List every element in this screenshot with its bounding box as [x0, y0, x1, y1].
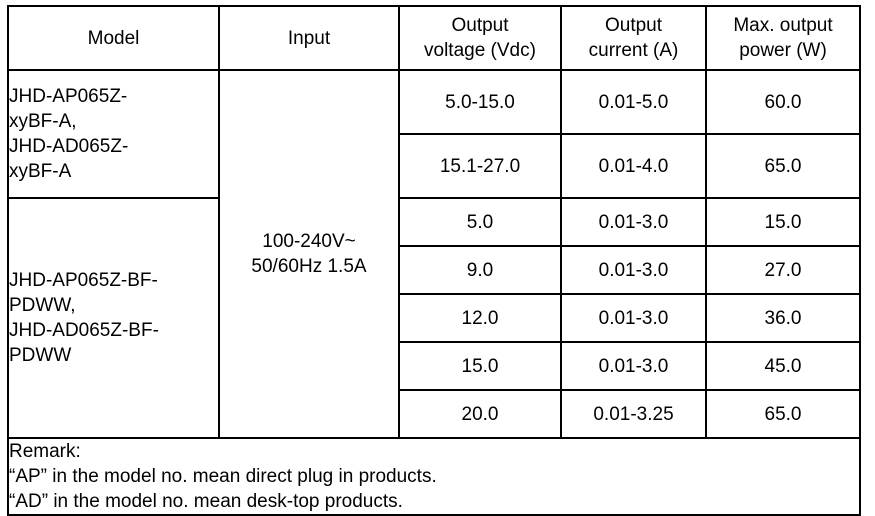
input-line: 50/60Hz 1.5A: [251, 256, 367, 277]
model-line: xyBF-A: [9, 161, 72, 182]
column-header-input-line1: Input: [287, 27, 331, 49]
remark-line-ad: “AD” in the model no. mean desk-top prod…: [9, 491, 403, 512]
cell-output-current: 0.01-3.0: [560, 293, 707, 343]
remark-cell: Remark: “AP” in the model no. mean direc…: [7, 437, 861, 516]
column-header-model-line1: Model: [87, 27, 140, 49]
cell-max-output-power: 15.0: [705, 197, 861, 247]
cell-output-current: 0.01-3.0: [560, 197, 707, 247]
model-line: PDWW: [9, 345, 72, 366]
model-cell-group-1: JHD-AP065Z- xyBF-A, JHD-AD065Z- xyBF-A: [7, 69, 220, 199]
cell-max-output-power: 60.0: [705, 69, 861, 135]
table-row: 20.0 0.01-3.25 65.0: [8, 389, 861, 439]
table-row: 15.0 0.01-3.0 45.0: [8, 341, 861, 391]
page-root: Model Input Output voltage (Vdc) Output …: [7, 5, 861, 516]
table-row: JHD-AP065Z- xyBF-A, JHD-AD065Z- xyBF-A 1…: [7, 69, 861, 439]
column-header-output-current: Output current (A): [560, 5, 707, 71]
cell-output-voltage: 20.0: [398, 389, 562, 439]
cell-max-output-power: 65.0: [705, 133, 861, 199]
cell-output-voltage: 12.0: [398, 293, 562, 343]
cell-output-voltage: 15.1-27.0: [398, 133, 562, 199]
column-header-model: Model: [7, 5, 220, 71]
column-header-max-output-power: Max. output power (W): [705, 5, 861, 71]
table-row: 12.0 0.01-3.0 36.0: [8, 293, 861, 343]
cell-output-voltage: 5.0: [398, 197, 562, 247]
cell-output-current: 0.01-3.25: [560, 389, 707, 439]
table-body: JHD-AP065Z- xyBF-A, JHD-AD065Z- xyBF-A 1…: [7, 69, 861, 516]
model-line: JHD-AP065Z-: [9, 86, 128, 107]
model-line: PDWW,: [9, 295, 76, 316]
cell-max-output-power: 36.0: [705, 293, 861, 343]
specification-table: Model Input Output voltage (Vdc) Output …: [7, 5, 861, 516]
model-line: xyBF-A,: [9, 111, 77, 132]
header-row: Model Input Output voltage (Vdc) Output …: [7, 5, 861, 71]
table-row: JHD-AP065Z-BF- PDWW, JHD-AD065Z-BF- PDWW…: [7, 197, 861, 439]
table-row: 9.0 0.01-3.0 27.0: [8, 245, 861, 295]
model-line: JHD-AD065Z-: [9, 136, 129, 157]
remark-row: Remark: “AP” in the model no. mean direc…: [7, 437, 861, 516]
column-header-max-output-power-line1: Max. output: [733, 15, 833, 36]
column-header-input: Input: [218, 5, 400, 71]
input-cell: 100-240V~ 50/60Hz 1.5A: [218, 69, 400, 439]
cell-max-output-power: 27.0: [705, 245, 861, 295]
column-header-output-current-line1: Output: [604, 15, 663, 36]
cell-max-output-power: 65.0: [705, 389, 861, 439]
cell-output-current: 0.01-3.0: [560, 245, 707, 295]
model-line: JHD-AP065Z-BF-: [9, 270, 158, 291]
cell-output-voltage: 9.0: [398, 245, 562, 295]
input-line: 100-240V~: [262, 231, 356, 252]
cell-max-output-power: 45.0: [705, 341, 861, 391]
cell-output-current: 0.01-4.0: [560, 133, 707, 199]
remark-line-ap: “AP” in the model no. mean direct plug i…: [9, 466, 437, 487]
cell-output-voltage: 15.0: [398, 341, 562, 391]
model-line: JHD-AD065Z-BF-: [9, 320, 159, 341]
cell-output-current: 0.01-5.0: [560, 69, 707, 135]
column-header-max-output-power-line2: power (W): [739, 40, 827, 61]
model-cell-group-2: JHD-AP065Z-BF- PDWW, JHD-AD065Z-BF- PDWW: [7, 197, 220, 439]
table-row: 15.1-27.0 0.01-4.0 65.0: [8, 133, 861, 199]
column-header-output-voltage: Output voltage (Vdc): [398, 5, 562, 71]
column-header-output-current-line2: current (A): [588, 40, 679, 61]
cell-output-current: 0.01-3.0: [560, 341, 707, 391]
remark-title: Remark:: [9, 441, 81, 462]
cell-output-voltage: 5.0-15.0: [398, 69, 562, 135]
column-header-output-voltage-line2: voltage (Vdc): [424, 40, 536, 61]
table-header: Model Input Output voltage (Vdc) Output …: [7, 5, 861, 71]
column-header-output-voltage-line1: Output: [451, 15, 509, 36]
